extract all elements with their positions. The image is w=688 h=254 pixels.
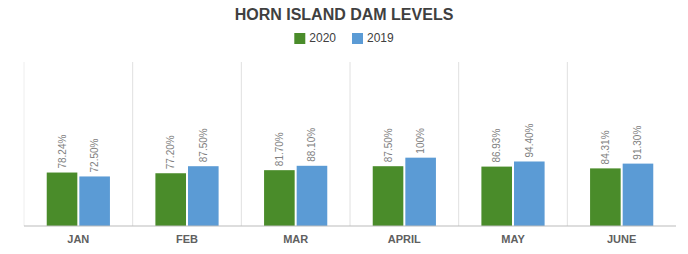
data-label: 86.93% — [491, 129, 502, 163]
x-tick-label: MAR — [283, 233, 308, 245]
data-label: 84.31% — [600, 130, 611, 164]
bar — [590, 168, 621, 226]
bar — [623, 164, 654, 226]
bar — [405, 158, 436, 226]
group-separator — [458, 62, 459, 226]
group-separator — [350, 62, 351, 226]
bars — [47, 158, 654, 226]
group-separator — [132, 62, 133, 226]
data-label: 81.70% — [274, 132, 285, 166]
x-tick-label: MAY — [501, 233, 525, 245]
data-label: 91.30% — [632, 126, 643, 160]
bar — [188, 166, 219, 226]
legend-item: 2019 — [352, 31, 394, 45]
x-axis-line — [24, 226, 676, 227]
group-separator — [241, 62, 242, 226]
legend-item: 2020 — [294, 31, 336, 45]
data-label: 78.24% — [57, 135, 68, 169]
bar — [373, 166, 404, 226]
x-tick-labels: JAN FEB MAR APRIL MAY JUNE — [67, 233, 636, 245]
data-label: 87.50% — [383, 128, 394, 162]
bar — [514, 161, 545, 226]
x-tick-label: JUNE — [607, 233, 636, 245]
legend: 2020 2019 — [294, 31, 394, 45]
group-separators — [133, 62, 568, 226]
chart-svg: HORN ISLAND DAM LEVELS 2020 2019 78.24% 77.2… — [0, 0, 688, 254]
chart-title: HORN ISLAND DAM LEVELS — [235, 6, 454, 23]
data-label: 77.20% — [165, 135, 176, 169]
legend-label: 2019 — [367, 31, 394, 45]
x-tick-label: APRIL — [388, 233, 421, 245]
legend-swatch — [352, 33, 363, 44]
data-labels: 78.24% 77.20% 81.70% 87.50% 86.93% 84.31% 72.5… — [57, 123, 644, 172]
bar — [47, 173, 78, 226]
bar — [155, 173, 186, 226]
data-label: 100% — [415, 128, 426, 154]
x-tick-label: FEB — [176, 233, 198, 245]
x-tick-label: JAN — [67, 233, 89, 245]
bar — [264, 170, 295, 226]
value-range-line — [24, 62, 25, 226]
bar — [79, 176, 110, 226]
data-label: 87.50% — [198, 128, 209, 162]
legend-swatch — [294, 33, 305, 44]
group-separator — [567, 62, 568, 226]
data-label: 72.50% — [89, 138, 100, 172]
bar — [481, 167, 512, 226]
chart-container: HORN ISLAND DAM LEVELS 2020 2019 78.24% 77.2… — [0, 0, 688, 254]
data-label: 94.40% — [524, 123, 535, 157]
legend-label: 2020 — [309, 31, 336, 45]
bar — [297, 166, 328, 226]
data-label: 88.10% — [306, 128, 317, 162]
